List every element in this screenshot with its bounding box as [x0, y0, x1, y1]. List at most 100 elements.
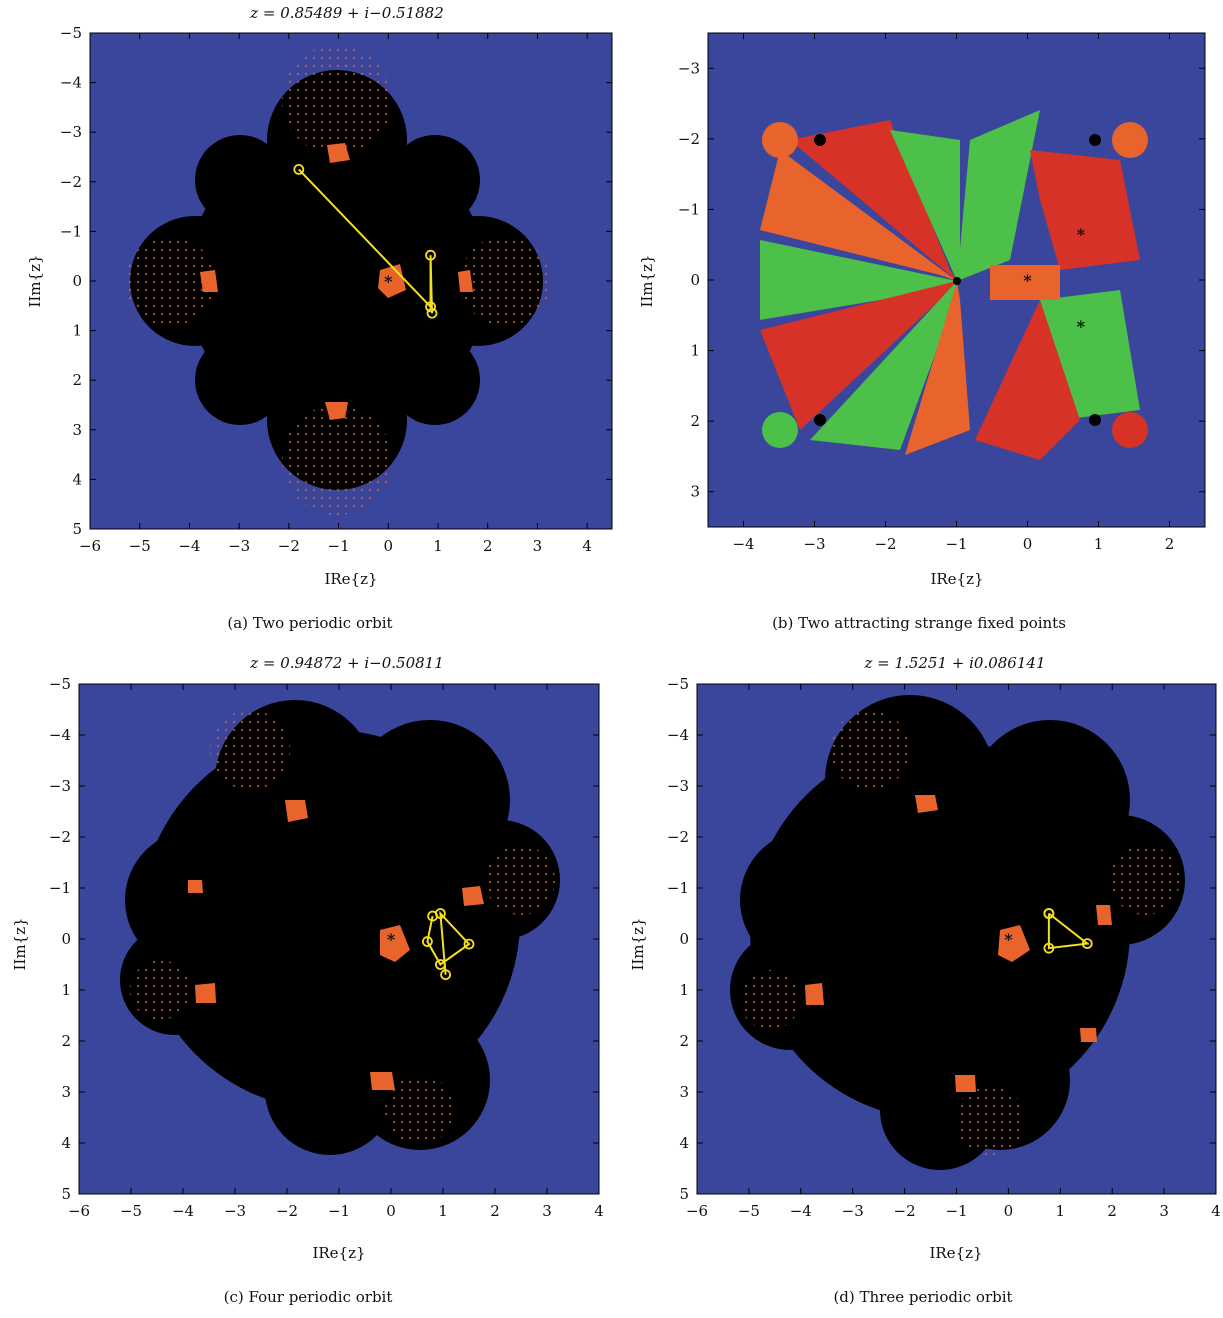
y-tick-label: −1 [60, 222, 82, 240]
x-tick-label: 1 [433, 537, 443, 555]
y-tick-label: −2 [60, 173, 82, 191]
x-tick-label: −3 [224, 1202, 246, 1220]
x-tick-label: 2 [1165, 535, 1175, 553]
panel-d-x-ticks: −6 −5 −4 −3 −2 −1 0 1 2 3 4 [686, 684, 1221, 1220]
x-tick-label: 2 [483, 537, 493, 555]
panel-b-basins [760, 110, 1148, 460]
orbit-point [427, 910, 439, 922]
y-tick-label: 0 [72, 272, 82, 290]
x-tick-label: −2 [276, 1202, 298, 1220]
y-tick-label: 0 [61, 930, 71, 948]
y-tick-label: 3 [72, 421, 82, 439]
panel-a-title: z = 0.85489 + i−0.51882 [249, 4, 444, 22]
x-tick-label: −4 [172, 1202, 194, 1220]
fixed-point-marker: * [387, 930, 396, 949]
y-tick-label: 1 [679, 981, 689, 999]
fixed-point-marker: * [1077, 317, 1086, 336]
y-tick-label: 3 [679, 1083, 689, 1101]
y-tick-label: 1 [690, 342, 700, 360]
panel-c: z = 0.94872 + i−0.50811 * −6 −5 −4 −3 −2 −1 0 1… [11, 654, 604, 1306]
x-tick-label: −4 [732, 535, 754, 553]
x-tick-label: −6 [686, 1202, 708, 1220]
fixed-point-marker: * [384, 272, 393, 291]
x-tick-label: 2 [1107, 1202, 1117, 1220]
y-tick-label: 3 [61, 1083, 71, 1101]
panel-d-y-ticks: −5 −4 −3 −2 −1 0 1 2 3 4 5 [667, 675, 1216, 1203]
fixed-point-marker: * [1023, 271, 1032, 290]
x-tick-label: −1 [328, 1202, 350, 1220]
y-tick-label: −3 [49, 777, 71, 795]
y-tick-label: −1 [49, 879, 71, 897]
y-tick-label: 2 [679, 1032, 689, 1050]
panel-a-orbit [293, 163, 438, 319]
orbit-point [421, 936, 433, 947]
panel-c-orbit [421, 908, 475, 981]
orbit-point [1043, 908, 1055, 919]
y-tick-label: 4 [679, 1134, 689, 1152]
panel-b-ylabel: IIm{z} [638, 254, 656, 307]
x-tick-label: −6 [79, 537, 101, 555]
x-tick-label: 0 [1023, 535, 1033, 553]
orbit-point [293, 163, 305, 175]
panel-d-caption: (d) Three periodic orbit [833, 1288, 1012, 1306]
x-tick-label: 1 [438, 1202, 448, 1220]
panel-d-ylabel: IIm{z} [629, 917, 647, 970]
y-tick-label: −1 [667, 879, 689, 897]
y-tick-label: 5 [679, 1185, 689, 1203]
y-tick-label: 0 [679, 930, 689, 948]
orbit-path [298, 168, 434, 314]
panel-b-fixed-points: * * * [1023, 225, 1085, 336]
panel-a-julia-set [125, 45, 550, 515]
orbit-point [1081, 938, 1093, 949]
panel-a-x-ticks: −6 −5 −4 −3 −2 −1 0 1 2 3 4 [79, 33, 592, 555]
y-tick-label: 3 [690, 483, 700, 501]
x-tick-label: 1 [1056, 1202, 1066, 1220]
panel-b-x-ticks: −4 −3 −2 −1 0 1 2 [732, 33, 1174, 553]
x-tick-label: 0 [384, 537, 394, 555]
x-tick-label: 0 [1004, 1202, 1014, 1220]
x-tick-label: −5 [129, 537, 151, 555]
panel-d-xlabel: IRe{z} [929, 1244, 982, 1262]
panel-a-caption: (a) Two periodic orbit [227, 614, 392, 632]
x-tick-label: −3 [803, 535, 825, 553]
x-tick-label: 2 [490, 1202, 500, 1220]
orbit-point [425, 301, 436, 313]
orbit-path [1047, 912, 1090, 950]
x-tick-label: 4 [582, 537, 592, 555]
orbit-point [440, 969, 452, 981]
y-tick-label: −2 [678, 130, 700, 148]
panel-c-caption: (c) Four periodic orbit [224, 1288, 393, 1306]
panel-a-ylabel: IIm{z} [26, 254, 44, 307]
x-tick-label: 4 [594, 1202, 604, 1220]
x-tick-label: 3 [542, 1202, 552, 1220]
x-tick-label: −3 [228, 537, 250, 555]
x-tick-label: −2 [278, 537, 300, 555]
panel-c-julia-set [120, 700, 560, 1155]
y-tick-label: −5 [60, 24, 82, 42]
y-tick-label: −5 [49, 675, 71, 693]
orbit-point [426, 307, 438, 319]
x-tick-label: −1 [945, 1202, 967, 1220]
y-tick-label: −1 [678, 200, 700, 218]
panel-d-title: z = 1.5251 + i0.086141 [864, 654, 1046, 672]
x-tick-label: −6 [68, 1202, 90, 1220]
orbit-point [425, 249, 436, 261]
y-tick-label: −5 [667, 675, 689, 693]
y-tick-label: −3 [60, 123, 82, 141]
x-tick-label: −2 [874, 535, 896, 553]
x-tick-label: −4 [790, 1202, 812, 1220]
x-tick-label: −3 [842, 1202, 864, 1220]
x-tick-label: −2 [894, 1202, 916, 1220]
x-tick-label: 1 [1094, 535, 1104, 553]
panel-a-xlabel: IRe{z} [324, 570, 377, 588]
x-tick-label: −1 [945, 535, 967, 553]
panel-a-fixed-points: * [384, 272, 393, 291]
panel-d-fixed-points: * [1004, 930, 1013, 949]
panel-c-xlabel: IRe{z} [312, 1244, 365, 1262]
orbit-point [463, 938, 475, 950]
y-tick-label: 0 [690, 271, 700, 289]
y-tick-label: 2 [72, 371, 82, 389]
y-tick-label: 2 [61, 1032, 71, 1050]
panel-c-y-ticks: −5 −4 −3 −2 −1 0 1 2 3 4 5 [49, 675, 599, 1203]
